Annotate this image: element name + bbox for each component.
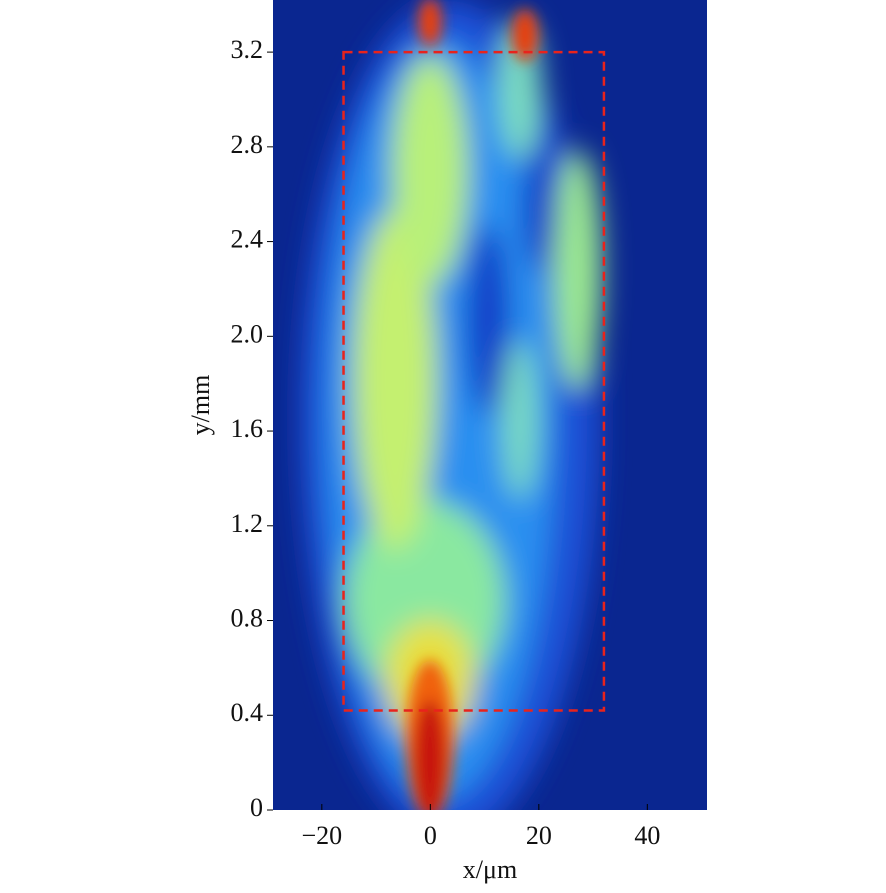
y-tick-label: 2.0	[231, 319, 264, 348]
y-tick-label: 2.8	[231, 130, 264, 159]
highlight-region	[342, 50, 606, 712]
x-tick-label: 40	[634, 821, 660, 850]
y-tick-label: 0.8	[231, 603, 264, 632]
y-axis-label: y/mm	[186, 375, 215, 436]
x-tick-label: 0	[424, 821, 437, 850]
y-tick-label: 0.4	[231, 698, 264, 727]
y-tick-label: 2.4	[231, 225, 264, 254]
y-tick-label: 1.6	[231, 414, 264, 443]
x-axis-label: x/μm	[463, 855, 517, 884]
x-tick-label: 20	[526, 821, 552, 850]
y-tick-label: 0	[250, 793, 263, 822]
x-tick-label: −20	[301, 821, 342, 850]
y-tick-label: 3.2	[231, 35, 264, 64]
heatmap-field	[273, 0, 707, 810]
y-tick-label: 1.2	[231, 509, 264, 538]
